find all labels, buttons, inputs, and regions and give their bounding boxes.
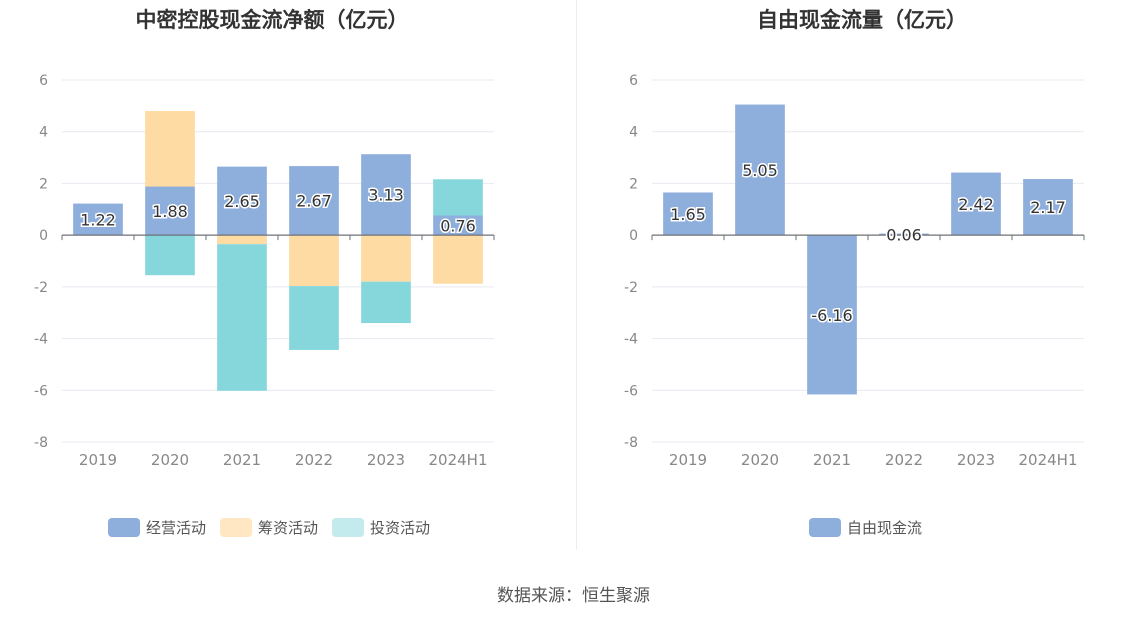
legend-investing[interactable]: 投资活动: [332, 517, 430, 538]
x-tick-label: 2021: [813, 451, 851, 469]
x-tick-label: 2019: [669, 451, 707, 469]
bar-2023-经营活动: [361, 154, 411, 236]
data-label-2023: 3.13: [368, 186, 404, 205]
y-tick-label: 2: [629, 176, 638, 192]
legend-free-cash[interactable]: 自由现金流: [809, 517, 922, 538]
y-tick-label: -6: [624, 383, 638, 399]
data-label-2022: 2.67: [296, 192, 332, 211]
left-chart-title: 中密控股现金流净额（亿元）: [135, 8, 409, 32]
legend-investing-swatch: [332, 518, 365, 537]
legend-operating-label: 经营活动: [146, 519, 207, 537]
bar-2024H1-投资活动: [433, 179, 483, 216]
y-tick-label: 6: [629, 73, 638, 89]
data-label-2019: 1.65: [670, 205, 706, 224]
bar-2022-自由现金流: [879, 233, 929, 236]
data-label-2024H1: 0.76: [440, 216, 476, 235]
data-label-2020: 1.88: [152, 202, 188, 221]
cash-flow-net-chart: 6 4 2 0 -2 -4 -6 -8 2019 2020 2021 2022 2023 2024H1 1.…: [34, 73, 495, 469]
bar-2023-自由现金流: [951, 172, 1001, 236]
bar-2024H1-经营活动: [433, 215, 483, 236]
data-label-2022: 0.06: [886, 225, 922, 244]
bar-2023-投资活动: [361, 281, 411, 324]
legend-financing-label: 筹资活动: [258, 519, 319, 537]
right-chart-title: 自由现金流量（亿元）: [757, 8, 967, 32]
y-tick-label: -4: [624, 332, 638, 348]
bar-2022-经营活动: [289, 166, 339, 236]
bar-2024H1-自由现金流: [1023, 179, 1073, 236]
y-tick-label: 2: [39, 176, 48, 192]
bar-2022-投资活动: [289, 286, 339, 350]
bar-2019-经营活动: [73, 203, 123, 236]
y-tick-label: -6: [34, 383, 48, 399]
y-tick-label: 0: [629, 228, 638, 244]
legend-financing-swatch: [220, 518, 253, 537]
x-tick-label: 2021: [223, 451, 261, 469]
y-tick-label: -2: [34, 280, 48, 296]
bar-2021-筹资活动: [217, 235, 267, 245]
y-tick-label: -4: [34, 332, 48, 348]
legend-free-cash-swatch: [809, 518, 841, 537]
x-tick-label: 2023: [957, 451, 995, 469]
data-label-2021: 2.65: [224, 192, 260, 211]
bar-2024H1-筹资活动: [433, 235, 483, 284]
free-cash-flow-chart: 6 4 2 0 -2 -4 -6 -8 2019 2020 2021 2022 2023 2024H1 1.…: [624, 73, 1085, 469]
legend-free-cash-label: 自由现金流: [847, 519, 923, 537]
bar-2021-经营活动: [217, 166, 267, 236]
y-tick-label: 0: [39, 228, 48, 244]
data-label-2019: 1.22: [80, 210, 116, 229]
x-tick-label: 2022: [295, 451, 333, 469]
data-label-2021: -6.16: [811, 306, 852, 325]
legend-operating[interactable]: 经营活动: [108, 517, 206, 538]
y-tick-label: 4: [629, 125, 638, 141]
right-legend: 自由现金流: [809, 517, 936, 538]
data-label-2023: 2.42: [958, 195, 994, 214]
bar-2023-筹资活动: [361, 235, 411, 282]
x-tick-label: 2020: [151, 451, 189, 469]
x-tick-label: 2024H1: [429, 451, 488, 469]
bar-2020-筹资活动: [145, 111, 195, 187]
x-tick-label: 2020: [741, 451, 779, 469]
legend-investing-label: 投资活动: [370, 519, 431, 537]
y-tick-label: -2: [624, 280, 638, 296]
y-tick-label: -8: [34, 435, 48, 451]
bar-2019-自由现金流: [663, 192, 713, 236]
x-tick-label: 2023: [367, 451, 405, 469]
x-tick-label: 2022: [885, 451, 923, 469]
legend-financing[interactable]: 筹资活动: [220, 517, 318, 538]
bar-2021-投资活动: [217, 244, 267, 391]
data-label-2020: 5.05: [742, 161, 778, 180]
bar-2020-经营活动: [145, 186, 195, 236]
chart-divider: [576, 0, 577, 550]
bar-2022-筹资活动: [289, 235, 339, 287]
bar-2020-投资活动: [145, 235, 195, 276]
bar-2021-自由现金流: [807, 235, 857, 395]
data-source: 数据来源：恒生聚源: [497, 586, 650, 606]
y-tick-label: 4: [39, 125, 48, 141]
y-tick-label: 6: [39, 73, 48, 89]
y-tick-label: -8: [624, 435, 638, 451]
x-tick-label: 2024H1: [1019, 451, 1078, 469]
left-legend: 经营活动 筹资活动 投资活动: [108, 517, 444, 538]
bar-2020-自由现金流: [735, 104, 785, 236]
data-label-2024H1: 2.17: [1030, 198, 1066, 217]
x-tick-label: 2019: [79, 451, 117, 469]
legend-operating-swatch: [108, 518, 140, 537]
